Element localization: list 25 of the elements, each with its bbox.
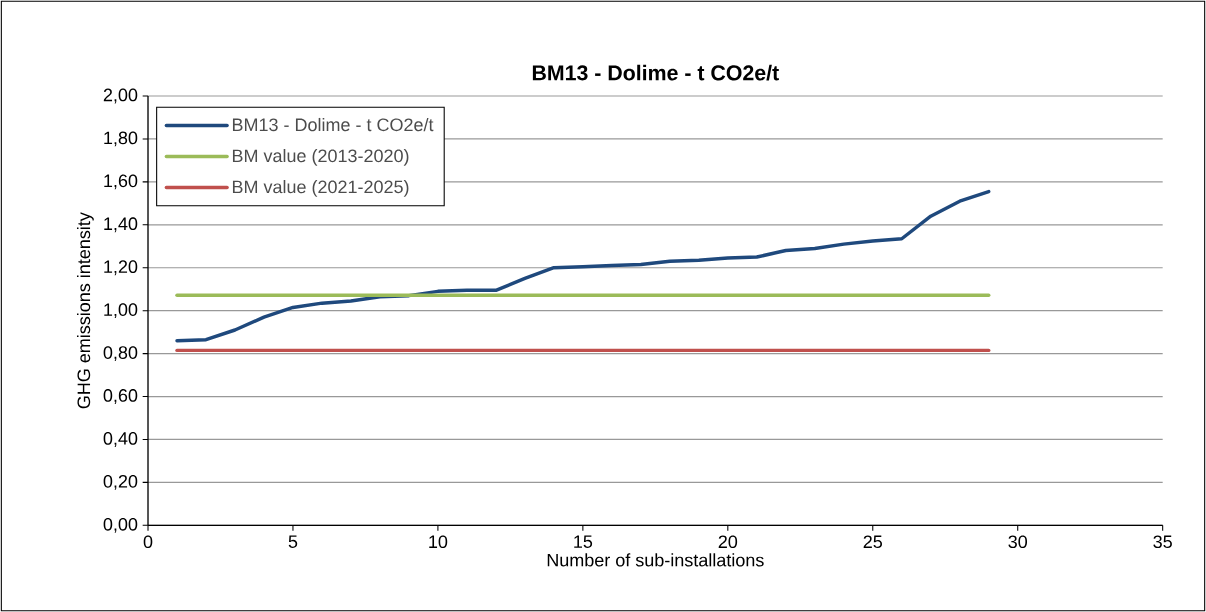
legend-label: BM value (2013-2020) [232, 148, 409, 166]
y-tick-label: 1,00 [104, 303, 138, 319]
x-tick-label: 10 [429, 535, 448, 549]
y-tick-label: 2,00 [103, 88, 138, 104]
x-axis-title: Number of sub-installations [547, 553, 764, 567]
x-tick-label: 5 [288, 535, 298, 548]
y-axis-title: GHG emissions intensity [76, 212, 94, 409]
x-tick-label: 20 [718, 535, 738, 549]
chart-title: BM13 - Dolime - t CO2e/t [532, 64, 779, 81]
y-tick-label: 0,00 [103, 517, 138, 533]
y-tick-label: 1,80 [104, 131, 138, 147]
y-tick-label: 0,80 [103, 346, 138, 362]
x-tick-label: 25 [863, 535, 883, 549]
y-tick-label: 0,20 [103, 474, 138, 490]
y-tick-label: 1,40 [104, 217, 138, 233]
y-tick-label: 1,20 [104, 260, 138, 276]
x-tick-label: 35 [1153, 535, 1172, 549]
y-tick-label: 0,60 [103, 389, 138, 404]
x-tick-label: 30 [1008, 535, 1028, 549]
legend-label: BM value (2021-2025) [232, 180, 409, 197]
x-tick-label: 15 [574, 535, 593, 548]
y-tick-label: 1,60 [104, 174, 138, 190]
legend-label: BM13 - Dolime - t CO2e/t [232, 117, 434, 132]
y-tick-label: 0,40 [103, 432, 138, 447]
x-tick-label: 0 [143, 535, 153, 549]
